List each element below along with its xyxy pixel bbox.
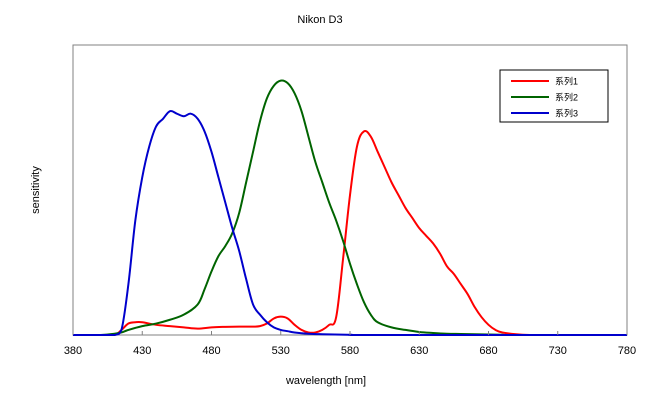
- series-group: [73, 79, 627, 337]
- x-tick-label: 380: [64, 345, 82, 357]
- y-axis-label: sensitivity: [30, 166, 42, 214]
- series-line-3: [73, 109, 627, 336]
- x-tick-label: 530: [272, 345, 290, 357]
- x-tick-label: 430: [133, 345, 151, 357]
- x-axis-ticks: 380 430 480 530 580 630 680 730 780: [64, 331, 636, 357]
- series-line-2: [73, 79, 627, 336]
- series-line-1: [73, 129, 627, 337]
- x-tick-label: 580: [341, 345, 359, 357]
- x-tick-label: 680: [479, 345, 497, 357]
- x-tick-label: 480: [202, 345, 220, 357]
- legend-label-1: 系列1: [555, 76, 578, 87]
- chart-title: Nikon D3: [297, 14, 342, 26]
- legend-label-3: 系列3: [555, 108, 578, 119]
- x-tick-label: 630: [410, 345, 428, 357]
- legend-label-2: 系列2: [555, 92, 578, 103]
- legend: 系列1 系列2 系列3: [499, 69, 609, 123]
- x-tick-label: 780: [618, 345, 636, 357]
- x-tick-label: 730: [549, 345, 567, 357]
- x-axis-label: wavelength [nm]: [285, 375, 366, 387]
